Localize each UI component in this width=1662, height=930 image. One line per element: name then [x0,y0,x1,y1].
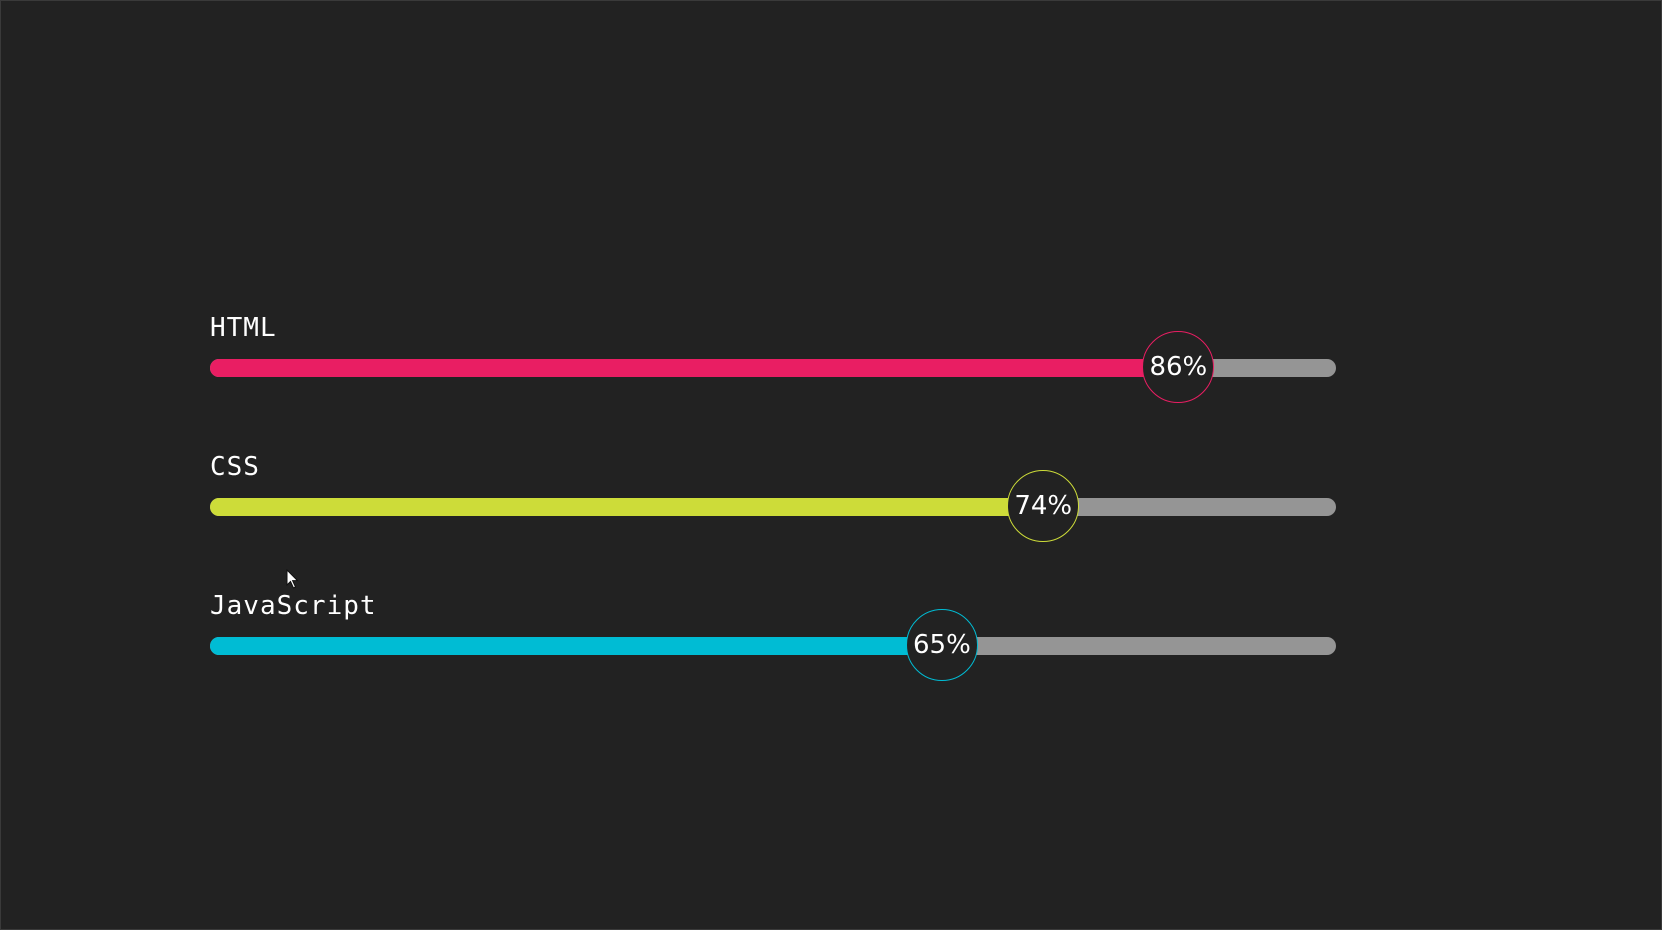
skill-label: CSS [210,452,260,482]
skill-label: HTML [210,313,277,343]
mouse-pointer-icon [286,569,299,589]
progress-fill [210,359,1179,377]
progress-track: 74% [210,470,1336,542]
progress-fill [210,498,1044,516]
progress-track: 65% [210,609,1336,681]
progress-fill [210,637,942,655]
progress-track: 86% [210,331,1336,403]
percent-badge: 74% [1007,470,1080,542]
skill-css: CSS 74% [210,452,1336,591]
skill-html: HTML 86% [210,313,1336,452]
skill-label: JavaScript [210,591,377,621]
percent-badge: 65% [905,609,978,681]
skill-javascript: JavaScript 65% [210,591,1336,730]
percent-badge: 86% [1142,331,1215,403]
skills-list: HTML 86% CSS 74% JavaScript 65% [210,313,1336,730]
